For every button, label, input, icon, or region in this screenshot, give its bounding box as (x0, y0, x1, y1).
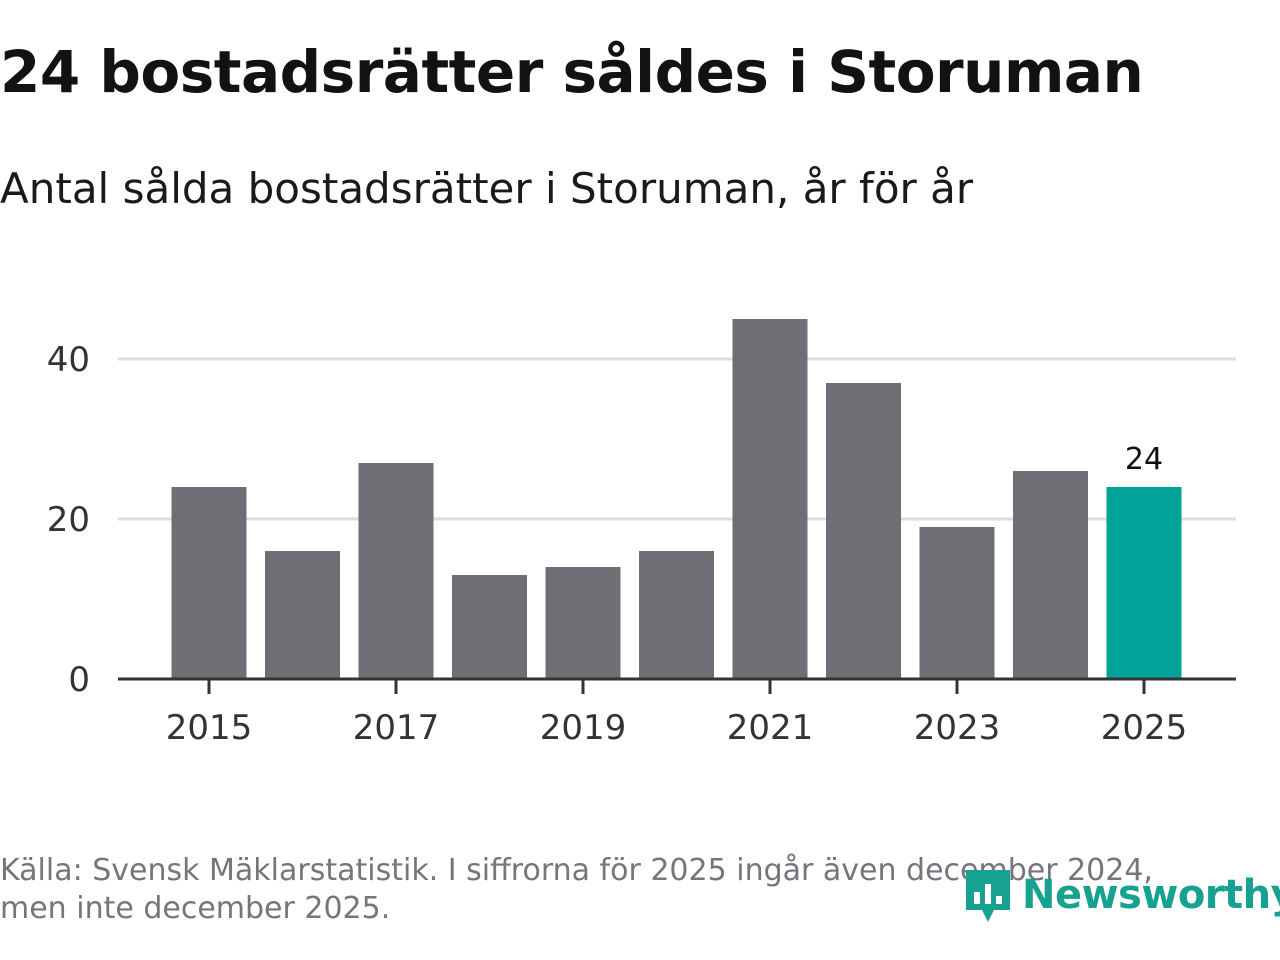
y-tick-label-20: 20 (47, 500, 90, 540)
bar-2023 (919, 527, 995, 679)
x-tick-label-2023: 2023 (914, 708, 1001, 748)
bar-2018 (452, 575, 527, 679)
bar-2021 (732, 319, 808, 679)
y-tick-label-0: 0 (68, 660, 90, 700)
bar-2017 (358, 463, 434, 679)
x-tick-label-2015: 2015 (166, 708, 253, 748)
bar-2022 (826, 383, 901, 679)
chart-title: 24 bostadsrätter såldes i Storuman (0, 38, 1144, 106)
x-tick-label-2025: 2025 (1101, 708, 1188, 748)
bar-2019 (545, 567, 621, 679)
x-tick-label-2021: 2021 (727, 708, 814, 748)
chart-subtitle: Antal sålda bostadsrätter i Storuman, år… (0, 164, 974, 213)
newsworthy-logo: Newsworthy (962, 862, 1280, 928)
bar-2015 (171, 487, 247, 679)
x-axis (118, 677, 1236, 694)
bar-2025 (1106, 487, 1182, 679)
bar-chart: 0 20 40 2015 2017 2019 2021 2023 2025 24 (47, 319, 1236, 748)
bar-2024 (1013, 471, 1088, 679)
source-note: Källa: Svensk Mäklarstatistik. I siffror… (0, 853, 1153, 926)
tick-labels: 0 20 40 2015 2017 2019 2021 2023 2025 24 (47, 340, 1188, 748)
x-tick-label-2019: 2019 (540, 708, 627, 748)
x-tick-label-2017: 2017 (353, 708, 440, 748)
bar-2020 (639, 551, 714, 679)
bars (171, 319, 1182, 679)
y-tick-label-40: 40 (47, 340, 90, 380)
newsworthy-logo-icon (966, 870, 1010, 922)
bar-2016 (265, 551, 340, 679)
newsworthy-logo-text: Newsworthy (1022, 872, 1280, 918)
data-label-2025: 24 (1125, 442, 1163, 477)
